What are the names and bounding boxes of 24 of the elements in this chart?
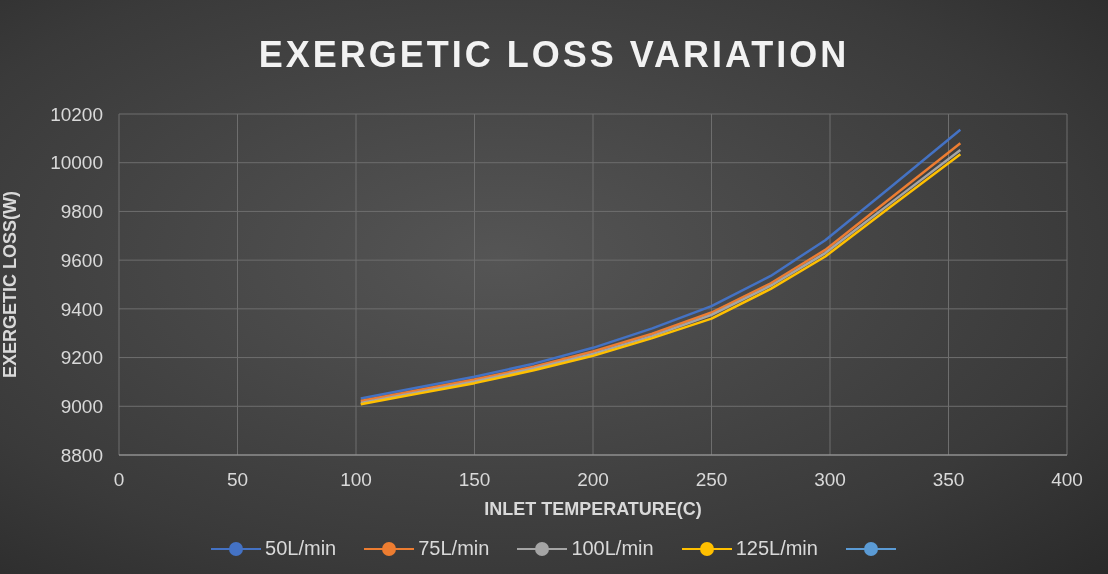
y-tick-label: 10000 <box>50 152 103 174</box>
x-tick-label: 50 <box>226 469 249 491</box>
legend-label: 50L/min <box>265 537 337 560</box>
legend-label: 75L/min <box>418 537 490 560</box>
x-tick-label: 200 <box>577 469 609 491</box>
x-axis-title: INLET TEMPERATURE(C) <box>484 499 702 519</box>
x-tick-label: 400 <box>1051 469 1083 491</box>
x-tick-label: 100 <box>340 469 372 491</box>
y-tick-label: 9800 <box>60 201 103 223</box>
y-tick-label: 9000 <box>60 396 103 418</box>
x-tick-label: 350 <box>932 469 965 491</box>
x-tick-label: 150 <box>458 469 491 491</box>
y-tick-label: 9600 <box>60 249 103 271</box>
x-tick-label: 0 <box>113 469 125 491</box>
y-tick-label: 9400 <box>60 298 103 320</box>
chart-title: EXERGETIC LOSS VARIATION <box>257 34 851 76</box>
y-axis-title: EXERGETIC LOSS(W) <box>0 190 21 379</box>
x-tick-label: 300 <box>814 469 846 491</box>
y-tick-label: 9200 <box>60 347 103 369</box>
y-tick-label: 8800 <box>60 444 103 466</box>
y-tick-label: 10200 <box>50 103 103 125</box>
x-tick-label: 250 <box>695 469 728 491</box>
legend-label: 100L/min <box>571 537 654 560</box>
legend-label: 125L/min <box>735 537 818 560</box>
